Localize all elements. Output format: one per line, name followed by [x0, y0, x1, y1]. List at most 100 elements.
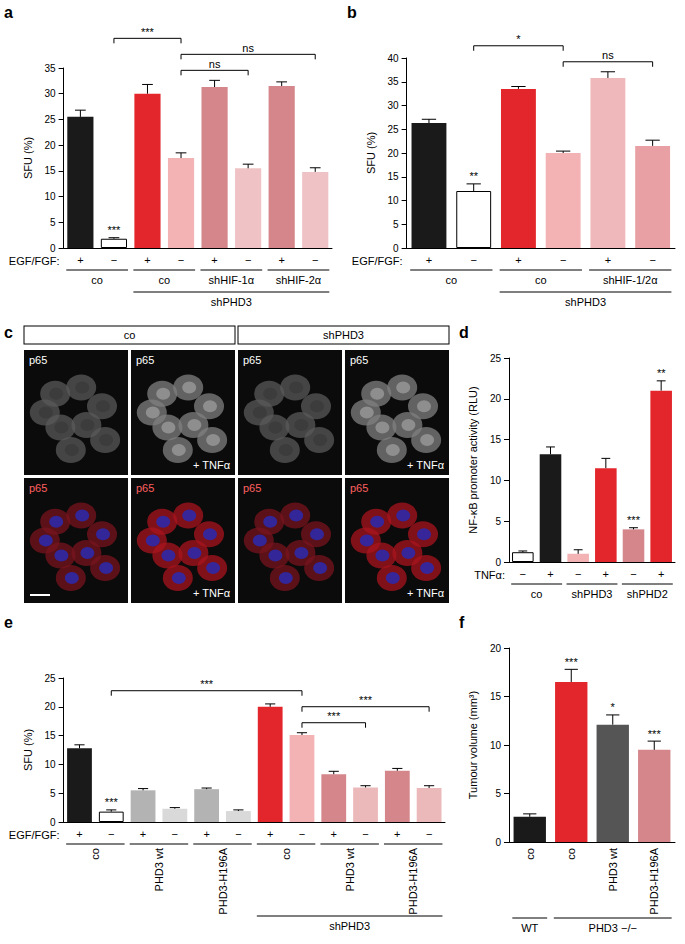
- svg-text:co: co: [91, 274, 103, 286]
- svg-text:5: 5: [393, 219, 399, 230]
- svg-text:**: **: [469, 170, 478, 182]
- svg-text:***: ***: [359, 694, 373, 706]
- svg-text:+: +: [278, 254, 284, 266]
- svg-text:+: +: [547, 568, 553, 580]
- svg-text:ns: ns: [602, 49, 614, 61]
- svg-text:35: 35: [44, 63, 56, 74]
- svg-text:+: +: [394, 828, 400, 840]
- svg-text:+: +: [658, 568, 664, 580]
- svg-text:−: −: [649, 254, 655, 266]
- svg-text:shHIF-1/2α: shHIF-1/2α: [603, 274, 658, 286]
- svg-text:***: ***: [108, 224, 122, 236]
- svg-text:−: −: [470, 254, 476, 266]
- svg-text:*: *: [611, 701, 616, 713]
- svg-text:***: ***: [141, 26, 155, 38]
- svg-text:co: co: [535, 274, 547, 286]
- svg-text:***: ***: [200, 678, 214, 690]
- svg-text:10: 10: [490, 740, 502, 751]
- svg-text:shHIF-1α: shHIF-1α: [209, 274, 255, 286]
- svg-text:EGF/FGF:: EGF/FGF:: [9, 829, 60, 841]
- svg-text:+: +: [605, 254, 611, 266]
- svg-text:20: 20: [387, 148, 399, 159]
- svg-text:p65: p65: [243, 482, 261, 494]
- svg-text:15: 15: [44, 165, 56, 176]
- svg-text:−: −: [520, 568, 526, 580]
- svg-text:f: f: [459, 614, 465, 631]
- svg-text:SFU (%): SFU (%): [365, 132, 377, 174]
- svg-text:d: d: [459, 324, 469, 341]
- svg-text:NF-κB promoter activity (RLU): NF-κB promoter activity (RLU): [467, 386, 479, 533]
- svg-text:+: +: [77, 254, 83, 266]
- svg-text:−: −: [245, 254, 251, 266]
- svg-text:***: ***: [648, 728, 662, 740]
- svg-text:−: −: [108, 828, 114, 840]
- svg-text:co: co: [124, 329, 136, 341]
- svg-text:co: co: [158, 274, 170, 286]
- svg-text:+: +: [331, 828, 337, 840]
- svg-text:p65: p65: [136, 354, 154, 366]
- svg-text:a: a: [4, 4, 13, 21]
- svg-text:WT: WT: [521, 922, 538, 934]
- svg-text:EGF/FGF:: EGF/FGF:: [9, 255, 60, 267]
- svg-text:25: 25: [44, 673, 56, 684]
- svg-text:co: co: [524, 848, 536, 860]
- svg-text:+ TNFα: + TNFα: [407, 459, 445, 471]
- svg-text:15: 15: [490, 434, 502, 445]
- svg-text:PHD3 wt: PHD3 wt: [607, 848, 619, 891]
- svg-text:25: 25: [490, 353, 502, 364]
- svg-text:0: 0: [50, 243, 56, 254]
- svg-text:10: 10: [490, 475, 502, 486]
- svg-text:20: 20: [490, 393, 502, 404]
- svg-text:10: 10: [44, 191, 56, 202]
- svg-text:25: 25: [387, 124, 399, 135]
- svg-text:TNFα:: TNFα:: [474, 569, 505, 581]
- svg-text:p65: p65: [350, 354, 368, 366]
- svg-text:EGF/FGF:: EGF/FGF:: [352, 255, 403, 267]
- svg-text:15: 15: [490, 691, 502, 702]
- svg-text:+ TNFα: + TNFα: [407, 587, 445, 599]
- svg-text:5: 5: [495, 788, 501, 799]
- svg-text:−: −: [362, 828, 368, 840]
- svg-text:shPHD3: shPHD3: [211, 296, 252, 308]
- svg-text:shHIF-2α: shHIF-2α: [276, 274, 322, 286]
- svg-text:5: 5: [50, 788, 56, 799]
- svg-text:***: ***: [627, 514, 641, 526]
- svg-text:15: 15: [44, 730, 56, 741]
- svg-text:shPHD3: shPHD3: [565, 296, 606, 308]
- svg-text:shPHD2: shPHD2: [627, 588, 668, 600]
- svg-text:+: +: [515, 254, 521, 266]
- svg-text:Tumour volume (mm³): Tumour volume (mm³): [467, 691, 479, 799]
- svg-text:shPHD3: shPHD3: [323, 329, 364, 341]
- svg-text:PHD3 wt: PHD3 wt: [344, 848, 356, 891]
- svg-text:−: −: [299, 828, 305, 840]
- svg-text:0: 0: [393, 243, 399, 254]
- svg-text:−: −: [312, 254, 318, 266]
- svg-text:20: 20: [44, 701, 56, 712]
- svg-text:co: co: [446, 274, 458, 286]
- svg-text:30: 30: [44, 88, 56, 99]
- svg-text:+ TNFα: + TNFα: [193, 587, 231, 599]
- svg-text:5: 5: [50, 217, 56, 228]
- svg-text:−: −: [111, 254, 117, 266]
- svg-text:PHD3 −/−: PHD3 −/−: [589, 922, 637, 934]
- svg-text:p65: p65: [29, 354, 47, 366]
- svg-text:20: 20: [44, 140, 56, 151]
- svg-text:e: e: [4, 614, 13, 631]
- svg-text:***: ***: [327, 710, 341, 722]
- svg-text:b: b: [347, 4, 357, 21]
- svg-text:shPHD3: shPHD3: [329, 920, 370, 932]
- svg-text:shPHD3: shPHD3: [572, 588, 613, 600]
- svg-text:PHD3-H196A: PHD3-H196A: [648, 847, 660, 914]
- svg-text:***: ***: [105, 796, 119, 808]
- svg-text:co: co: [280, 848, 292, 860]
- svg-text:SFU (%): SFU (%): [22, 137, 34, 179]
- svg-text:+: +: [426, 254, 432, 266]
- svg-text:0: 0: [50, 817, 56, 828]
- svg-text:c: c: [4, 324, 13, 341]
- svg-text:+: +: [203, 828, 209, 840]
- svg-text:+: +: [267, 828, 273, 840]
- svg-text:+: +: [140, 828, 146, 840]
- svg-text:0: 0: [495, 837, 501, 848]
- svg-text:PHD3 wt: PHD3 wt: [153, 848, 165, 891]
- svg-text:+: +: [211, 254, 217, 266]
